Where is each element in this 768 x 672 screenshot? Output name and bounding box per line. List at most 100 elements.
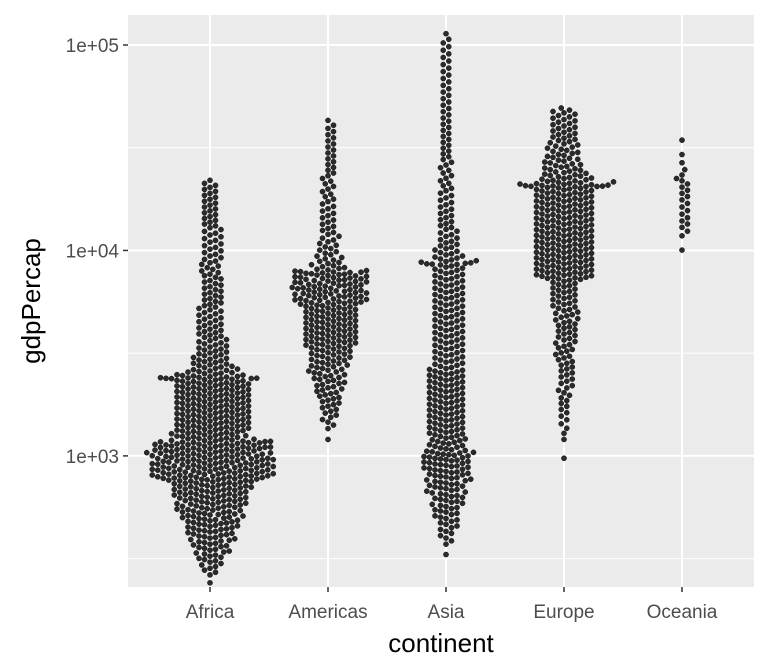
data-point-asia	[437, 398, 444, 405]
data-point-europe	[561, 343, 567, 350]
data-point-americas	[336, 265, 342, 272]
data-point-africa	[201, 545, 208, 552]
data-point-asia	[454, 398, 460, 404]
data-point-europe	[572, 178, 578, 184]
data-point-americas	[308, 270, 315, 277]
data-point-africa	[245, 381, 252, 387]
data-point-europe	[583, 194, 589, 201]
data-point-europe	[539, 256, 545, 263]
data-point-europe	[550, 273, 556, 280]
data-point-africa	[240, 377, 246, 384]
data-point-americas	[333, 288, 340, 294]
data-point-africa	[185, 430, 191, 437]
data-point-europe	[577, 173, 584, 179]
data-point-asia	[432, 361, 438, 368]
data-point-europe	[539, 234, 545, 240]
data-point-europe	[563, 348, 570, 354]
data-point-europe	[572, 166, 578, 172]
data-point-africa	[231, 511, 238, 517]
data-point-americas	[305, 287, 312, 293]
data-point-asia	[443, 456, 449, 463]
data-point-asia	[448, 159, 455, 166]
data-point-americas	[300, 285, 307, 291]
data-point-asia	[445, 451, 452, 458]
data-point-europe	[561, 266, 567, 273]
data-point-americas	[322, 294, 329, 301]
data-point-asia	[445, 105, 452, 112]
data-point-europe	[583, 257, 589, 264]
data-point-asia	[445, 65, 452, 71]
data-point-asia	[462, 477, 469, 484]
data-point-asia	[432, 443, 438, 450]
data-point-asia	[459, 431, 466, 437]
data-point-africa	[174, 405, 180, 411]
data-point-americas	[314, 330, 320, 336]
data-point-asia	[440, 108, 447, 115]
x-tick-label: Asia	[428, 602, 465, 623]
data-point-africa	[190, 366, 197, 373]
data-point-africa	[218, 392, 224, 399]
data-point-asia	[454, 343, 460, 350]
data-point-africa	[209, 507, 216, 513]
data-point-africa	[196, 510, 202, 516]
data-point-asia	[429, 501, 436, 508]
data-point-africa	[185, 408, 191, 415]
data-point-africa	[207, 565, 213, 572]
data-point-africa	[171, 475, 178, 481]
data-point-africa	[174, 452, 180, 459]
data-point-europe	[566, 392, 573, 399]
data-point-africa	[237, 479, 244, 486]
data-point-europe	[577, 242, 584, 249]
data-point-africa	[171, 463, 178, 469]
data-point-asia	[437, 369, 444, 376]
data-point-africa	[253, 453, 260, 460]
data-point-asia	[443, 429, 449, 436]
data-point-europe	[561, 158, 567, 164]
data-point-africa	[212, 421, 219, 428]
data-point-americas	[347, 275, 353, 281]
data-point-americas	[325, 172, 331, 179]
data-point-africa	[185, 436, 191, 442]
data-point-africa	[165, 459, 172, 465]
data-point-americas	[325, 349, 331, 356]
data-point-asia	[443, 394, 449, 401]
data-point-americas	[319, 347, 326, 354]
data-point-africa	[174, 506, 180, 512]
data-point-africa	[212, 280, 219, 287]
data-point-asia	[459, 460, 466, 467]
data-point-asia	[437, 306, 444, 313]
data-point-asia	[454, 463, 460, 469]
data-point-asia	[437, 433, 444, 440]
data-point-africa	[174, 421, 180, 428]
data-point-africa	[201, 521, 208, 528]
data-point-africa	[212, 323, 219, 330]
data-point-asia	[459, 390, 466, 397]
data-point-africa	[212, 342, 219, 348]
data-point-americas	[341, 276, 348, 283]
data-point-asia	[470, 449, 477, 456]
data-point-africa	[201, 387, 208, 394]
data-point-africa	[204, 499, 211, 506]
data-point-africa	[160, 458, 167, 465]
data-point-africa	[220, 470, 227, 476]
data-point-africa	[218, 248, 224, 254]
data-point-americas	[330, 141, 337, 147]
data-point-americas	[347, 348, 353, 355]
data-point-asia	[443, 474, 449, 480]
data-point-africa	[179, 389, 186, 396]
data-point-europe	[569, 346, 576, 353]
data-point-americas	[303, 314, 309, 321]
data-point-asia	[465, 470, 471, 477]
data-point-asia	[443, 283, 449, 289]
data-point-africa	[212, 540, 219, 547]
data-point-africa	[237, 490, 244, 497]
data-point-africa	[253, 470, 260, 477]
data-point-africa	[212, 569, 219, 576]
data-point-asia	[448, 231, 455, 238]
data-point-africa	[234, 412, 241, 418]
data-point-europe	[566, 180, 573, 187]
data-point-europe	[577, 179, 584, 186]
data-point-africa	[264, 461, 271, 467]
data-point-africa	[201, 393, 208, 400]
data-point-africa	[242, 432, 249, 439]
